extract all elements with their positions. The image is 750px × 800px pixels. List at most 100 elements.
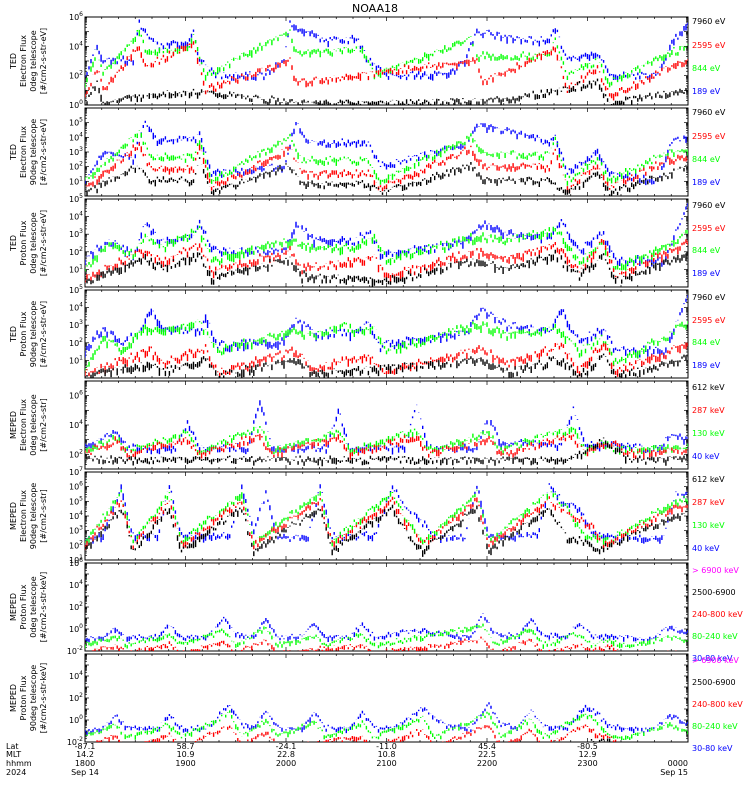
y-tick-label: 107 bbox=[69, 466, 83, 477]
y-tick-label: 102 bbox=[69, 692, 83, 703]
y-tick-label: 101 bbox=[69, 354, 83, 365]
series-red bbox=[85, 41, 688, 101]
series-green bbox=[85, 489, 688, 547]
y-tick-label: 10-2 bbox=[67, 645, 83, 656]
x-tick-label-mlt: 22.5 bbox=[478, 750, 496, 759]
legend-entry: 30-80 keV bbox=[692, 654, 733, 663]
legend-entry: 130 keV bbox=[692, 521, 725, 530]
y-tick-label: 104 bbox=[69, 40, 83, 51]
y-tick-label: 106 bbox=[69, 557, 83, 568]
x-tick-label-date: Sep 14 bbox=[71, 768, 99, 777]
data-traces bbox=[85, 120, 688, 196]
x-tick-label-lat: -24.1 bbox=[276, 742, 297, 751]
y-axis-label: [#/cm2-s-str-eV] bbox=[39, 301, 48, 367]
y-axis-label: Proton Flux bbox=[19, 675, 28, 720]
series-green bbox=[85, 29, 688, 88]
y-tick-label: 100 bbox=[69, 714, 83, 725]
series-green bbox=[85, 426, 688, 456]
legend-entry: 287 keV bbox=[692, 498, 725, 507]
series-red bbox=[85, 239, 688, 283]
legend-entry: 2595 eV bbox=[692, 132, 726, 141]
series-red bbox=[85, 433, 688, 460]
chart-title: NOAA18 bbox=[352, 2, 398, 15]
panel-frame bbox=[84, 380, 689, 470]
legend-entry: 7960 eV bbox=[692, 108, 726, 117]
x-tick-label-mlt: 12.9 bbox=[579, 750, 597, 759]
legend-entry: 189 eV bbox=[692, 361, 721, 370]
series-green bbox=[85, 225, 688, 272]
y-tick-label: 103 bbox=[69, 228, 83, 239]
y-axis-label: MEPED bbox=[9, 684, 18, 712]
series-black bbox=[85, 78, 688, 105]
y-tick-label: 104 bbox=[69, 131, 83, 142]
y-axis-label: 0deg telescope bbox=[29, 30, 38, 91]
x-tick-label-hhmm: 2000 bbox=[276, 759, 296, 768]
y-tick-label: 102 bbox=[69, 70, 83, 81]
y-tick-label: 105 bbox=[69, 193, 83, 204]
y-tick-label: 105 bbox=[69, 117, 83, 128]
series-black bbox=[85, 157, 688, 196]
x-tick-label-hhmm: 2300 bbox=[577, 759, 597, 768]
y-tick-label: 102 bbox=[69, 448, 83, 459]
y-tick-label: 104 bbox=[69, 419, 83, 430]
legend-entry: 189 eV bbox=[692, 269, 721, 278]
y-axis-label: Proton Flux bbox=[19, 220, 28, 265]
legend-entry: 240-800 keV bbox=[692, 700, 743, 709]
legend-entry: 612 keV bbox=[692, 383, 725, 392]
y-tick-label: 101 bbox=[69, 554, 83, 565]
y-tick-label: 104 bbox=[69, 510, 83, 521]
legend-entry: 80-240 keV bbox=[692, 632, 738, 641]
y-axis-label: TED bbox=[9, 326, 18, 343]
y-axis-label: 0deg telescope bbox=[29, 576, 38, 637]
data-traces bbox=[85, 483, 688, 557]
y-axis-label: Proton Flux bbox=[19, 311, 28, 356]
data-traces bbox=[85, 613, 688, 651]
legend-entry: 189 eV bbox=[692, 178, 721, 187]
y-tick-label: 103 bbox=[69, 146, 83, 157]
panel-frame bbox=[84, 562, 689, 652]
y-axis-label: [#/cm2-s-str-eV] bbox=[39, 119, 48, 185]
x-tick-label-lat: -87.1 bbox=[75, 742, 96, 751]
x-tick-label-hhmm: 0000 bbox=[668, 759, 688, 768]
panel-2: 101 102 103 104 105 TED Electron Flux 90deg tel… bbox=[9, 107, 726, 197]
x-tick-label-hhmm: 2100 bbox=[376, 759, 396, 768]
y-tick-label: 104 bbox=[69, 211, 83, 222]
series-blue bbox=[85, 203, 688, 267]
x-row-label: Lat bbox=[6, 742, 19, 751]
y-tick-label: 100 bbox=[69, 623, 83, 634]
y-axis-label: Electron Flux bbox=[19, 126, 28, 178]
data-traces bbox=[85, 295, 688, 378]
x-row-label: hhmm bbox=[6, 759, 32, 768]
y-axis-label: MEPED bbox=[9, 411, 18, 439]
y-tick-label: 102 bbox=[69, 337, 83, 348]
panel-3: 101 102 103 104 105 TED Proton Flux 0deg telesc… bbox=[9, 193, 726, 288]
y-tick-label: 102 bbox=[69, 539, 83, 550]
x-tick-label-hhmm: 1800 bbox=[75, 759, 95, 768]
series-red bbox=[92, 636, 677, 651]
legend-entry: 2595 eV bbox=[692, 316, 726, 325]
series-green bbox=[85, 130, 688, 186]
series-red bbox=[85, 496, 688, 551]
x-tick-label-mlt: 14.2 bbox=[76, 750, 94, 759]
y-tick-label: 106 bbox=[69, 481, 83, 492]
legend-entry: 2595 eV bbox=[692, 41, 726, 50]
legend-entry: 189 eV bbox=[692, 87, 721, 96]
legend-entry: 240-800 keV bbox=[692, 610, 743, 619]
y-tick-label: 105 bbox=[69, 284, 83, 295]
y-axis-label: MEPED bbox=[9, 593, 18, 621]
x-tick-label-mlt: 22.8 bbox=[277, 750, 295, 759]
legend-entry: 612 keV bbox=[692, 475, 725, 484]
series-black bbox=[85, 249, 688, 287]
y-axis-label: Proton Flux bbox=[19, 584, 28, 629]
y-tick-label: 104 bbox=[69, 579, 83, 590]
y-axis-label: MEPED bbox=[9, 502, 18, 530]
panel-frame bbox=[84, 289, 689, 379]
panel-frame bbox=[84, 653, 689, 743]
x-tick-label-lat: 58.7 bbox=[177, 742, 195, 751]
legend-entry: 130 keV bbox=[692, 429, 725, 438]
legend-entry: 80-240 keV bbox=[692, 722, 738, 731]
panel-6: 101 102 103 104 105 106 107 MEPED Electron Flux 9… bbox=[9, 466, 725, 565]
y-axis-label: [#/cm2-s-str-keV] bbox=[39, 572, 48, 643]
y-tick-label: 102 bbox=[69, 246, 83, 257]
y-axis-label: [#/cm2-s-str-keV] bbox=[39, 663, 48, 734]
